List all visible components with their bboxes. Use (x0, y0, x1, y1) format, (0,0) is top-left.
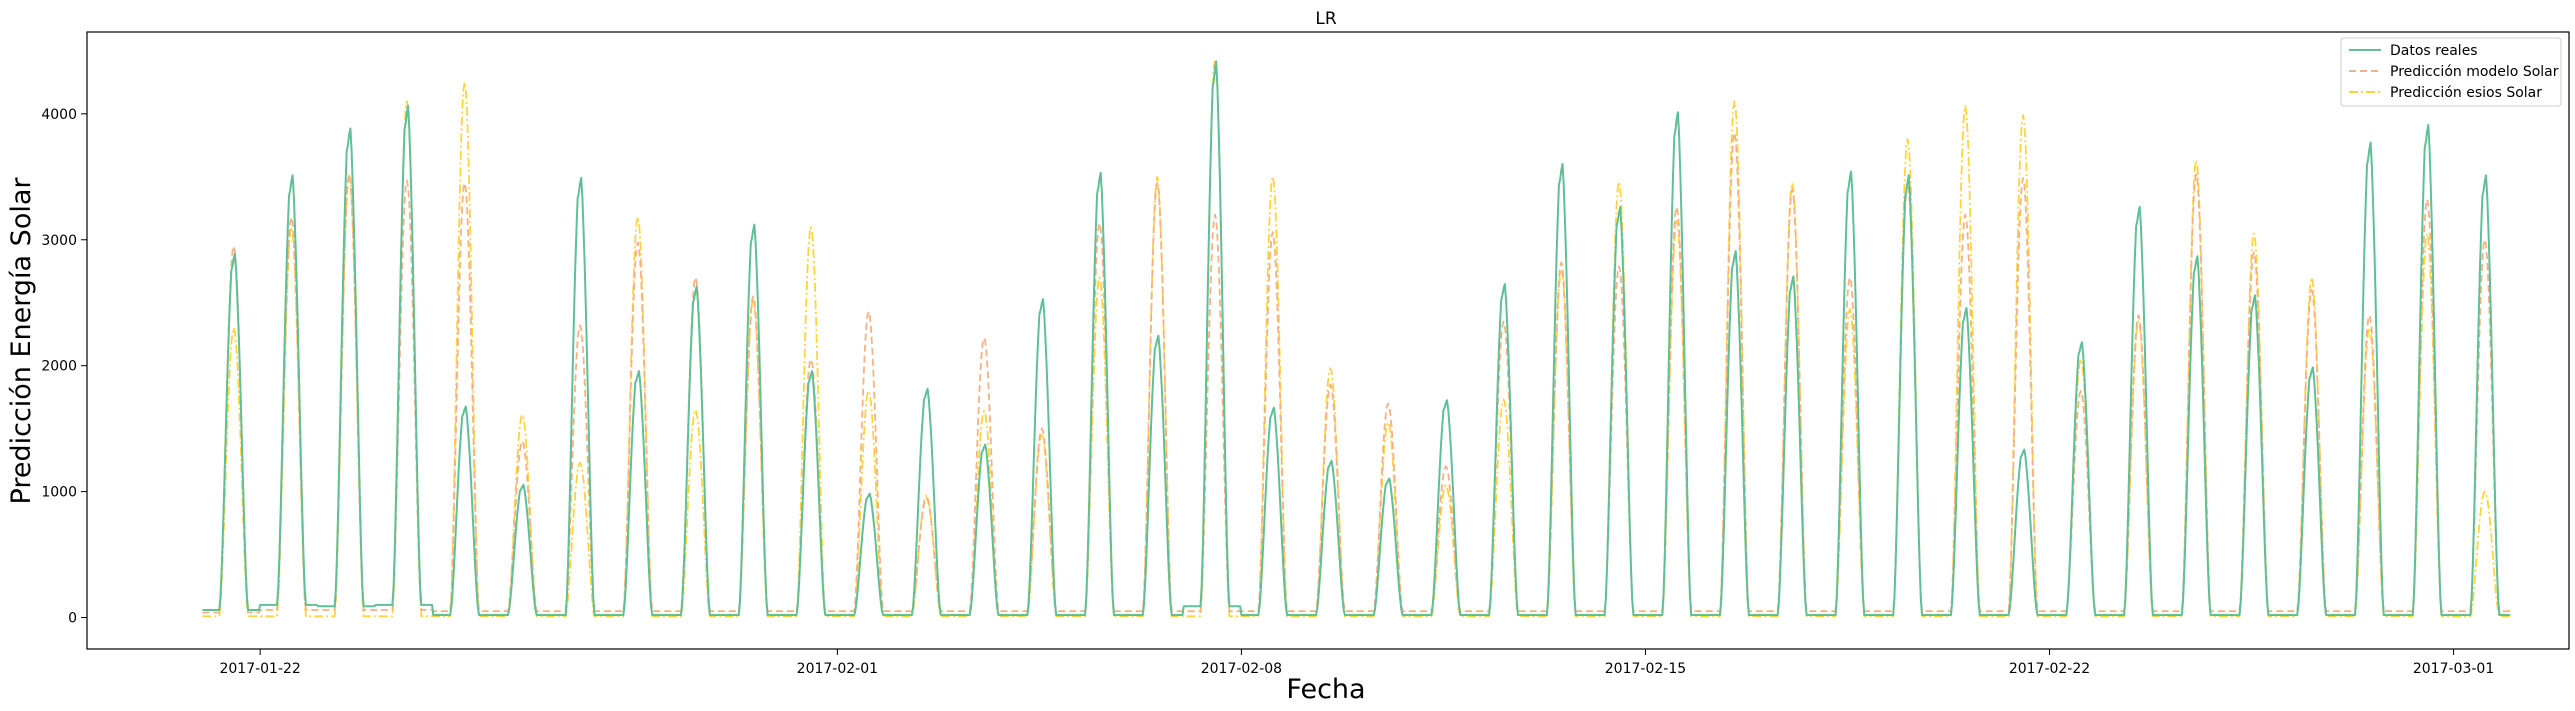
legend-label-prediccion-modelo: Predicción modelo Solar (2390, 64, 2559, 80)
y-tick-label: 4000 (41, 107, 77, 123)
y-tick-label: 1000 (41, 485, 77, 501)
legend: Datos reales Predicción modelo Solar Pre… (2340, 37, 2562, 107)
chart-title: LR (1315, 9, 1336, 29)
plot-frame (86, 31, 2570, 650)
series-layer (202, 58, 2511, 618)
x-tick-label: 2017-02-15 (1605, 661, 1686, 677)
plot-area (86, 31, 2570, 650)
legend-label-prediccion-esios: Predicción esios Solar (2390, 85, 2542, 101)
x-axis: 2017-01-22 2017-02-01 2017-02-08 2017-02-15… (219, 649, 2494, 677)
legend-label-datos-reales: Datos reales (2390, 43, 2478, 59)
x-axis-title: Fecha (1286, 674, 1365, 705)
x-tick-label: 2017-02-08 (1201, 661, 1282, 677)
y-tick-label: 3000 (41, 233, 77, 249)
y-axis: 0 1000 2000 3000 4000 (41, 107, 87, 627)
legend-box (2340, 37, 2562, 107)
x-tick-label: 2017-02-01 (797, 661, 878, 677)
x-tick-label: 2017-03-01 (2413, 661, 2494, 677)
series-line-0 (202, 60, 2511, 616)
x-tick-label: 2017-02-22 (2009, 661, 2090, 677)
y-tick-label: 2000 (41, 359, 77, 375)
y-tick-label: 0 (68, 611, 77, 627)
y-axis-title: Predicción Energía Solar (6, 177, 37, 505)
x-tick-label: 2017-01-22 (219, 661, 300, 677)
